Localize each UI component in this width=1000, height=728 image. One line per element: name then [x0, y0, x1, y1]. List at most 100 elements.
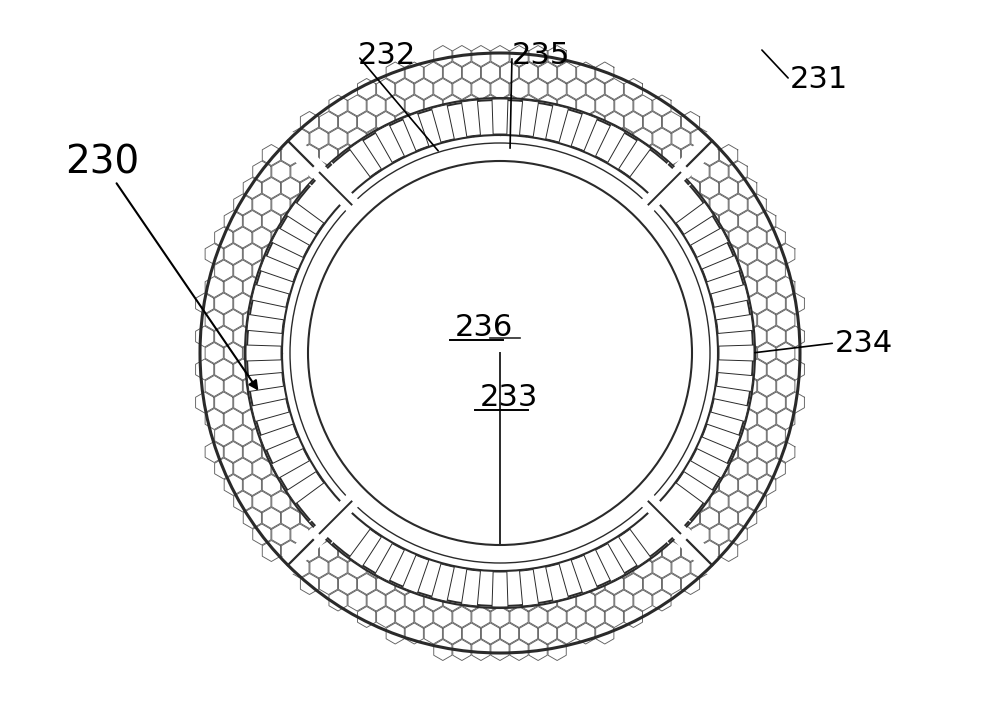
- Polygon shape: [253, 260, 271, 281]
- Polygon shape: [215, 458, 233, 479]
- Polygon shape: [748, 194, 766, 215]
- Polygon shape: [300, 178, 319, 199]
- Polygon shape: [462, 623, 481, 644]
- Polygon shape: [729, 194, 747, 215]
- Polygon shape: [262, 178, 280, 199]
- Polygon shape: [720, 210, 738, 232]
- Wedge shape: [403, 113, 429, 151]
- Polygon shape: [481, 623, 500, 644]
- Polygon shape: [396, 574, 414, 595]
- Polygon shape: [720, 540, 738, 561]
- Polygon shape: [205, 408, 223, 430]
- Wedge shape: [711, 399, 748, 422]
- Polygon shape: [377, 606, 395, 628]
- Polygon shape: [748, 227, 766, 248]
- Polygon shape: [662, 111, 681, 132]
- Polygon shape: [491, 79, 509, 100]
- Polygon shape: [253, 161, 271, 182]
- Polygon shape: [786, 359, 804, 380]
- Polygon shape: [472, 45, 490, 66]
- Polygon shape: [748, 260, 766, 281]
- Polygon shape: [710, 194, 728, 215]
- Polygon shape: [281, 475, 300, 496]
- Polygon shape: [710, 491, 728, 512]
- Polygon shape: [681, 540, 700, 561]
- Polygon shape: [777, 243, 795, 264]
- Polygon shape: [681, 574, 700, 595]
- Polygon shape: [281, 210, 300, 232]
- Polygon shape: [567, 79, 585, 100]
- Polygon shape: [262, 144, 280, 165]
- Polygon shape: [739, 342, 757, 363]
- Polygon shape: [605, 574, 623, 595]
- Polygon shape: [215, 293, 233, 314]
- Polygon shape: [739, 475, 757, 496]
- Polygon shape: [720, 243, 738, 264]
- Polygon shape: [396, 79, 414, 100]
- Polygon shape: [415, 79, 433, 100]
- Polygon shape: [777, 309, 795, 331]
- Polygon shape: [462, 590, 481, 611]
- Polygon shape: [319, 574, 338, 595]
- Wedge shape: [596, 124, 625, 162]
- Polygon shape: [215, 260, 233, 281]
- Polygon shape: [367, 557, 385, 578]
- Polygon shape: [596, 623, 614, 644]
- Wedge shape: [349, 529, 381, 566]
- Polygon shape: [300, 507, 319, 529]
- Polygon shape: [224, 475, 242, 496]
- Polygon shape: [596, 62, 614, 83]
- Polygon shape: [767, 227, 785, 248]
- Polygon shape: [500, 590, 519, 611]
- Polygon shape: [396, 111, 414, 132]
- Polygon shape: [358, 574, 376, 595]
- Polygon shape: [405, 62, 423, 83]
- Polygon shape: [443, 95, 461, 116]
- Polygon shape: [739, 210, 757, 232]
- Wedge shape: [431, 105, 454, 142]
- Polygon shape: [710, 161, 728, 182]
- Polygon shape: [243, 441, 261, 462]
- Polygon shape: [767, 260, 785, 281]
- Polygon shape: [224, 441, 242, 462]
- Polygon shape: [624, 111, 642, 132]
- Polygon shape: [358, 606, 376, 628]
- Polygon shape: [453, 45, 471, 66]
- Text: 233: 233: [480, 383, 538, 412]
- Polygon shape: [291, 557, 309, 578]
- Polygon shape: [777, 408, 795, 430]
- Polygon shape: [634, 128, 652, 149]
- Polygon shape: [729, 524, 747, 545]
- Polygon shape: [386, 95, 404, 116]
- Polygon shape: [577, 62, 595, 83]
- Wedge shape: [246, 345, 281, 361]
- Polygon shape: [758, 309, 776, 331]
- Polygon shape: [519, 590, 538, 611]
- Polygon shape: [510, 639, 528, 660]
- Polygon shape: [310, 524, 328, 545]
- Polygon shape: [205, 342, 223, 363]
- Polygon shape: [786, 392, 804, 413]
- Polygon shape: [196, 293, 214, 314]
- Polygon shape: [491, 45, 509, 66]
- Polygon shape: [424, 62, 442, 83]
- Polygon shape: [215, 392, 233, 413]
- Polygon shape: [272, 458, 290, 479]
- Polygon shape: [358, 79, 376, 100]
- Polygon shape: [672, 524, 690, 545]
- Polygon shape: [748, 293, 766, 314]
- Polygon shape: [367, 95, 385, 116]
- Polygon shape: [748, 491, 766, 512]
- Polygon shape: [224, 210, 242, 232]
- Polygon shape: [462, 62, 481, 83]
- Polygon shape: [234, 194, 252, 215]
- Polygon shape: [234, 260, 252, 281]
- Polygon shape: [681, 178, 700, 199]
- Polygon shape: [748, 359, 766, 380]
- Polygon shape: [348, 95, 366, 116]
- Polygon shape: [615, 95, 633, 116]
- Polygon shape: [720, 178, 738, 199]
- Polygon shape: [700, 507, 719, 529]
- Wedge shape: [711, 285, 748, 307]
- Polygon shape: [329, 95, 347, 116]
